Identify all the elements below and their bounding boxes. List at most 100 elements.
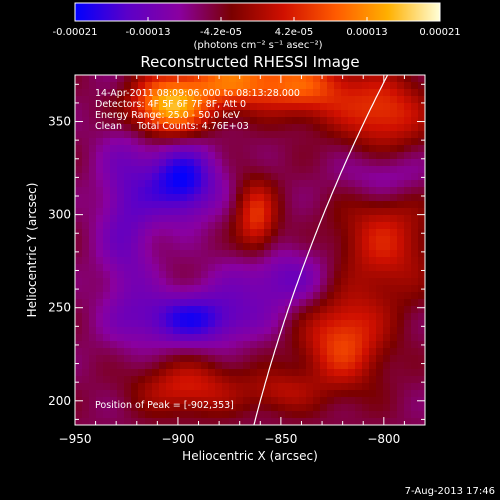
heatmap-cell bbox=[138, 82, 146, 90]
heatmap-cell bbox=[411, 103, 419, 111]
heatmap-cell bbox=[138, 369, 146, 377]
heatmap-cell bbox=[222, 271, 230, 279]
heatmap-cell bbox=[383, 264, 391, 272]
heatmap-cell bbox=[82, 362, 90, 370]
heatmap-cell bbox=[124, 306, 132, 314]
heatmap-cell bbox=[222, 285, 230, 293]
heatmap-cell bbox=[103, 355, 111, 363]
heatmap-cell bbox=[264, 264, 272, 272]
heatmap-cell bbox=[341, 369, 349, 377]
heatmap-cell bbox=[201, 327, 209, 335]
heatmap-cell bbox=[320, 397, 328, 405]
heatmap-cell bbox=[110, 411, 118, 419]
heatmap-cell bbox=[124, 236, 132, 244]
heatmap-cell bbox=[404, 257, 412, 265]
heatmap-cell bbox=[152, 82, 160, 90]
heatmap-cell bbox=[201, 82, 209, 90]
heatmap-cell bbox=[299, 173, 307, 181]
heatmap-cell bbox=[89, 187, 97, 195]
heatmap-cell bbox=[229, 96, 237, 104]
heatmap-cell bbox=[82, 215, 90, 223]
heatmap-cell bbox=[285, 369, 293, 377]
heatmap-cell bbox=[418, 418, 425, 425]
heatmap-cell bbox=[355, 117, 363, 125]
heatmap-cell bbox=[362, 285, 370, 293]
heatmap-cell bbox=[75, 194, 83, 202]
heatmap-cell bbox=[355, 313, 363, 321]
heatmap-cell bbox=[292, 369, 300, 377]
heatmap-cell bbox=[299, 292, 307, 300]
heatmap-cell bbox=[159, 215, 167, 223]
heatmap-cell bbox=[397, 383, 405, 391]
heatmap-cell bbox=[75, 82, 83, 90]
heatmap-cell bbox=[166, 159, 174, 167]
heatmap-cell bbox=[89, 348, 97, 356]
heatmap-cell bbox=[369, 271, 377, 279]
heatmap-cell bbox=[264, 208, 272, 216]
heatmap-cell bbox=[327, 82, 335, 90]
heatmap-cell bbox=[390, 103, 398, 111]
heatmap-cell bbox=[194, 257, 202, 265]
heatmap-cell bbox=[390, 229, 398, 237]
heatmap-cell bbox=[117, 257, 125, 265]
heatmap-cell bbox=[145, 404, 153, 412]
heatmap-cell bbox=[222, 187, 230, 195]
heatmap-cell bbox=[299, 243, 307, 251]
heatmap-cell bbox=[173, 187, 181, 195]
heatmap-cell bbox=[355, 250, 363, 258]
heatmap-cell bbox=[180, 320, 188, 328]
heatmap-cell bbox=[229, 355, 237, 363]
heatmap-cell bbox=[313, 257, 321, 265]
heatmap-cell bbox=[369, 173, 377, 181]
heatmap-cell bbox=[82, 320, 90, 328]
heatmap-cell bbox=[397, 257, 405, 265]
heatmap-cell bbox=[341, 138, 349, 146]
heatmap-cell bbox=[411, 194, 419, 202]
heatmap-cell bbox=[96, 299, 104, 307]
heatmap-cell bbox=[355, 390, 363, 398]
heatmap-cell bbox=[222, 159, 230, 167]
heatmap-cell bbox=[82, 82, 90, 90]
heatmap-cell bbox=[96, 327, 104, 335]
heatmap-cell bbox=[229, 299, 237, 307]
heatmap-cell bbox=[117, 138, 125, 146]
heatmap-cell bbox=[187, 264, 195, 272]
heatmap-cell bbox=[334, 299, 342, 307]
heatmap-cell bbox=[166, 362, 174, 370]
heatmap-cell bbox=[355, 334, 363, 342]
heatmap-cell bbox=[215, 404, 223, 412]
heatmap-cell bbox=[82, 229, 90, 237]
heatmap-cell bbox=[96, 257, 104, 265]
heatmap-cell bbox=[103, 75, 111, 83]
heatmap-cell bbox=[369, 215, 377, 223]
heatmap-cell bbox=[285, 285, 293, 293]
heatmap-cell bbox=[313, 103, 321, 111]
heatmap-cell bbox=[187, 320, 195, 328]
heatmap-cell bbox=[236, 411, 244, 419]
heatmap-cell bbox=[75, 355, 83, 363]
heatmap-cell bbox=[180, 313, 188, 321]
heatmap-cell bbox=[159, 313, 167, 321]
heatmap-cell bbox=[117, 103, 125, 111]
heatmap-cell bbox=[271, 75, 279, 83]
heatmap-cell bbox=[117, 327, 125, 335]
heatmap-cell bbox=[229, 334, 237, 342]
heatmap-cell bbox=[376, 159, 384, 167]
heatmap-cell bbox=[96, 187, 104, 195]
heatmap-cell bbox=[264, 166, 272, 174]
heatmap-cell bbox=[299, 89, 307, 97]
heatmap-cell bbox=[173, 362, 181, 370]
heatmap-cell bbox=[138, 75, 146, 83]
heatmap-cell bbox=[180, 201, 188, 209]
heatmap-cell bbox=[299, 306, 307, 314]
heatmap-cell bbox=[187, 117, 195, 125]
heatmap-cell bbox=[75, 117, 83, 125]
heatmap-cell bbox=[250, 103, 258, 111]
heatmap-cell bbox=[348, 299, 356, 307]
heatmap-cell bbox=[397, 131, 405, 139]
heatmap-cell bbox=[229, 250, 237, 258]
heatmap-cell bbox=[180, 404, 188, 412]
heatmap-cell bbox=[103, 390, 111, 398]
heatmap-cell bbox=[376, 103, 384, 111]
heatmap-cell bbox=[341, 75, 349, 83]
